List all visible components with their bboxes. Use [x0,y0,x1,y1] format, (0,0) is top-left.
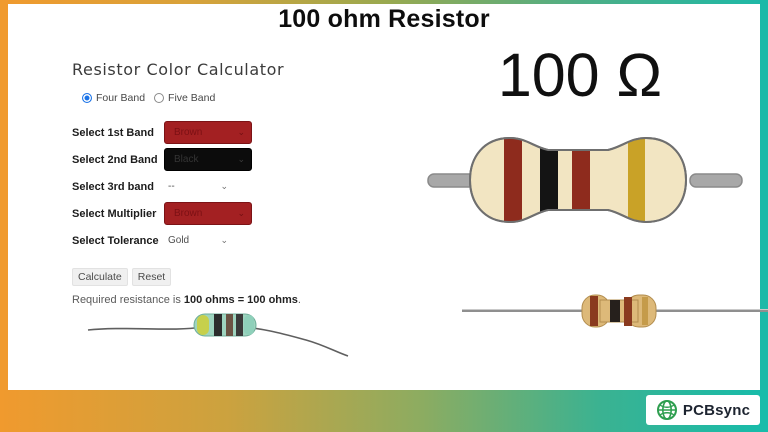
chevron-down-icon: ⌄ [237,154,245,164]
form-row-1st-band: Select 1st Band Brown ⌄ [72,121,382,144]
left-border [0,0,8,432]
chevron-down-icon: ⌄ [220,235,228,245]
form-row-tolerance: Select Tolerance Gold ⌄ [72,229,382,252]
third-band-label: Select 3rd band [72,180,154,193]
tolerance-select[interactable]: Gold ⌄ [164,231,232,250]
form-row-2nd-band: Select 2nd Band Black ⌄ [72,148,382,171]
third-band-value: -- [168,181,175,192]
result-value: 100 ohms = 100 ohms [183,294,298,306]
tolerance-value: Gold [168,235,190,246]
multiplier-label: Select Multiplier [72,207,157,220]
multiplier-select[interactable]: Brown ⌄ [164,202,252,225]
bottom-gradient-bar [0,390,768,432]
top-border [0,0,768,4]
bent-lead-resistor-photo [87,313,349,357]
calculator-buttons: Calculate Reset [72,268,382,286]
resistor-color-calculator: Resistor Color Calculator Four Band Five… [72,60,382,306]
four-band-radio[interactable] [82,93,92,103]
form-row-multiplier: Select Multiplier Brown ⌄ [72,202,382,225]
first-band-select[interactable]: Brown ⌄ [164,121,252,144]
form-row-3rd-band: Select 3rd band -- ⌄ [72,175,382,198]
reset-button[interactable]: Reset [131,268,172,286]
tolerance-label: Select Tolerance [72,234,159,247]
five-band-radio[interactable] [154,93,165,103]
pcbsync-logo: PCBsync [646,395,760,425]
five-band-label[interactable]: Five Band [168,92,216,104]
third-band-select[interactable]: -- ⌄ [164,177,232,196]
four-band-label[interactable]: Four Band [96,92,146,104]
second-band-select[interactable]: Black ⌄ [164,148,252,171]
band-brown-2 [572,138,590,222]
calculator-heading: Resistor Color Calculator [72,60,285,79]
chevron-down-icon: ⌄ [220,181,228,191]
band-select-form: Select 1st Band Brown ⌄ Select 2nd Band … [72,121,382,252]
second-band-label: Select 2nd Band [72,153,158,166]
logo-text: PCBsync [682,401,751,419]
pcb-globe-icon [656,400,677,420]
result-text: Required resistance is 100 ohms = 100 oh… [72,294,382,306]
band-black [540,138,558,222]
band-gold [628,138,645,222]
result-prefix: Required resistance is [72,294,184,306]
right-lead [689,173,743,188]
multiplier-value: Brown [174,208,203,219]
first-band-label: Select 1st Band [72,126,154,139]
right-border [760,0,768,432]
straight-lead-resistor-photo [462,294,768,328]
resistance-value-display: 100 Ω [497,41,663,109]
calculate-button[interactable]: Calculate [72,268,128,286]
chevron-down-icon: ⌄ [237,208,245,218]
resistor-diagram [427,136,743,224]
page-title: 100 ohm Resistor [278,5,490,33]
second-band-value: Black [174,154,199,165]
first-band-value: Brown [174,127,203,138]
band-type-radios: Four Band Five Band [82,92,382,104]
result-suffix: . [297,294,301,306]
band-brown-1 [504,138,522,222]
chevron-down-icon: ⌄ [237,127,245,137]
